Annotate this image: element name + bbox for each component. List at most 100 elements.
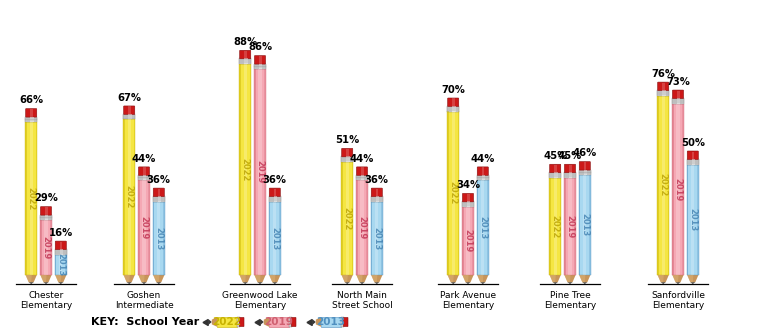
Bar xyxy=(237,317,240,327)
Bar xyxy=(697,165,699,275)
Bar xyxy=(45,215,48,220)
Text: 86%: 86% xyxy=(248,42,272,52)
Polygon shape xyxy=(568,282,572,284)
Bar xyxy=(657,96,669,275)
Text: 29%: 29% xyxy=(34,193,58,203)
Bar xyxy=(273,188,276,196)
Text: 66%: 66% xyxy=(19,95,43,105)
Polygon shape xyxy=(141,282,147,284)
Bar xyxy=(554,165,557,172)
Bar xyxy=(55,255,56,275)
Polygon shape xyxy=(55,275,61,282)
Bar xyxy=(549,172,561,178)
Bar xyxy=(346,162,349,275)
Polygon shape xyxy=(371,275,377,282)
Bar xyxy=(657,96,659,275)
Bar xyxy=(138,180,140,275)
Bar xyxy=(360,180,363,275)
Polygon shape xyxy=(549,275,561,282)
Polygon shape xyxy=(342,275,353,282)
FancyBboxPatch shape xyxy=(356,167,368,175)
Bar xyxy=(45,207,48,215)
Bar xyxy=(452,106,455,112)
Text: 2022: 2022 xyxy=(449,181,458,205)
Bar xyxy=(65,255,67,275)
Bar xyxy=(371,196,382,202)
Bar xyxy=(124,120,135,275)
Text: 76%: 76% xyxy=(651,69,675,79)
Bar xyxy=(289,317,292,327)
Bar xyxy=(458,112,459,275)
Polygon shape xyxy=(564,275,576,282)
FancyBboxPatch shape xyxy=(270,188,280,197)
FancyBboxPatch shape xyxy=(673,90,684,98)
Bar xyxy=(657,90,669,96)
Text: 2019: 2019 xyxy=(674,177,683,201)
FancyBboxPatch shape xyxy=(371,188,382,197)
Bar xyxy=(356,175,368,180)
Bar xyxy=(30,122,33,275)
Text: 36%: 36% xyxy=(147,175,170,185)
Polygon shape xyxy=(138,275,150,282)
Polygon shape xyxy=(582,282,588,284)
Polygon shape xyxy=(58,282,63,284)
Text: Pine Tree
Elementary: Pine Tree Elementary xyxy=(544,291,596,310)
Bar xyxy=(25,122,37,275)
Polygon shape xyxy=(579,275,585,282)
Polygon shape xyxy=(672,275,684,282)
Bar xyxy=(462,207,474,275)
Bar xyxy=(661,96,665,275)
Bar xyxy=(366,180,368,275)
Bar xyxy=(579,175,591,275)
Bar xyxy=(352,162,353,275)
Bar xyxy=(157,188,161,196)
Bar xyxy=(569,165,571,172)
Bar xyxy=(564,178,565,275)
FancyBboxPatch shape xyxy=(240,50,251,59)
Polygon shape xyxy=(356,275,368,282)
Bar xyxy=(30,109,33,117)
Polygon shape xyxy=(254,275,266,282)
Polygon shape xyxy=(480,282,485,284)
Text: 73%: 73% xyxy=(666,77,690,87)
Bar xyxy=(128,114,131,120)
Text: 2013: 2013 xyxy=(270,226,280,250)
Polygon shape xyxy=(579,275,591,282)
Text: 34%: 34% xyxy=(456,180,480,190)
Bar xyxy=(243,64,247,275)
FancyBboxPatch shape xyxy=(687,151,698,160)
Bar xyxy=(250,64,251,275)
Bar xyxy=(584,162,587,170)
Polygon shape xyxy=(263,317,269,327)
Polygon shape xyxy=(243,282,248,284)
FancyBboxPatch shape xyxy=(462,194,474,202)
Bar xyxy=(467,194,469,201)
Bar xyxy=(342,162,343,275)
Bar xyxy=(448,112,459,275)
Text: 2019: 2019 xyxy=(256,160,264,183)
Bar xyxy=(273,202,276,275)
Bar xyxy=(482,167,485,175)
Bar xyxy=(482,180,485,275)
Bar xyxy=(584,170,587,175)
Bar xyxy=(692,159,695,165)
Polygon shape xyxy=(451,282,455,284)
Bar xyxy=(321,317,341,327)
Polygon shape xyxy=(690,282,695,284)
Polygon shape xyxy=(549,275,556,282)
Polygon shape xyxy=(657,275,664,282)
Bar xyxy=(677,98,680,103)
Bar xyxy=(346,156,349,162)
Text: 2019: 2019 xyxy=(41,236,51,259)
Bar xyxy=(128,107,131,114)
Bar xyxy=(564,172,576,178)
Bar xyxy=(662,90,666,96)
Bar xyxy=(40,215,51,220)
Bar xyxy=(124,114,135,120)
Bar xyxy=(269,202,280,275)
Bar xyxy=(269,317,289,327)
Bar xyxy=(683,103,684,275)
Bar xyxy=(35,122,37,275)
Polygon shape xyxy=(240,275,251,282)
Polygon shape xyxy=(345,282,349,284)
